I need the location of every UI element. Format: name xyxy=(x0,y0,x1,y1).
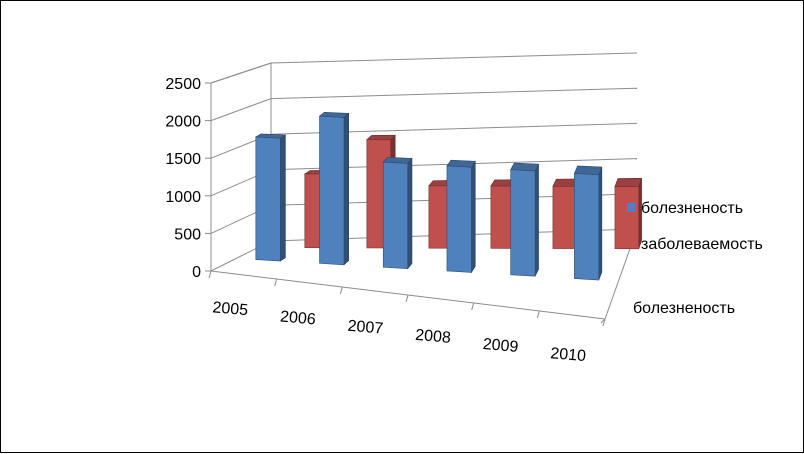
x-tick-label: 2005 xyxy=(212,299,249,319)
y-tick-label: 1000 xyxy=(165,189,201,206)
x-tick-label: 2007 xyxy=(347,318,384,338)
bar-blue-2005 xyxy=(254,133,287,262)
legend-swatch xyxy=(627,203,636,212)
y-tick-label: 1500 xyxy=(165,151,201,168)
legend-label: заболеваемость xyxy=(641,236,763,253)
legend-label: болезненость xyxy=(641,200,743,217)
x-tick-label: 2008 xyxy=(415,327,452,347)
y-axis-ticks: 0 500 1000 1500 2000 2500 xyxy=(165,76,211,281)
x-tick-label: 2010 xyxy=(550,345,587,365)
depth-axis-label: болезненость xyxy=(633,300,735,317)
gridline-back xyxy=(270,87,638,100)
x-tick-label: 2006 xyxy=(279,308,316,328)
bar-blue-2009 xyxy=(510,162,540,277)
gridline-side xyxy=(210,62,272,84)
y-tick-label: 500 xyxy=(174,226,201,243)
gridline-back xyxy=(270,52,638,64)
bars xyxy=(254,111,643,281)
y-tick-label: 2000 xyxy=(165,114,201,131)
x-tick-label: 2009 xyxy=(482,336,519,356)
legend-swatch xyxy=(627,239,636,248)
y-tick-label: 2500 xyxy=(165,76,201,93)
bar-blue-2007 xyxy=(382,156,413,270)
gridline-side xyxy=(210,98,272,122)
bar-blue-2008 xyxy=(446,159,476,274)
bar-blue-2006 xyxy=(318,111,350,266)
y-tick-label: 0 xyxy=(192,264,201,281)
bar-red-2010 xyxy=(614,177,643,250)
x-axis-ticks: 2005 2006 2007 2008 2009 2010 xyxy=(208,270,606,365)
bar-blue-2010 xyxy=(573,165,603,281)
legend: болезненость заболеваемость xyxy=(627,200,763,253)
